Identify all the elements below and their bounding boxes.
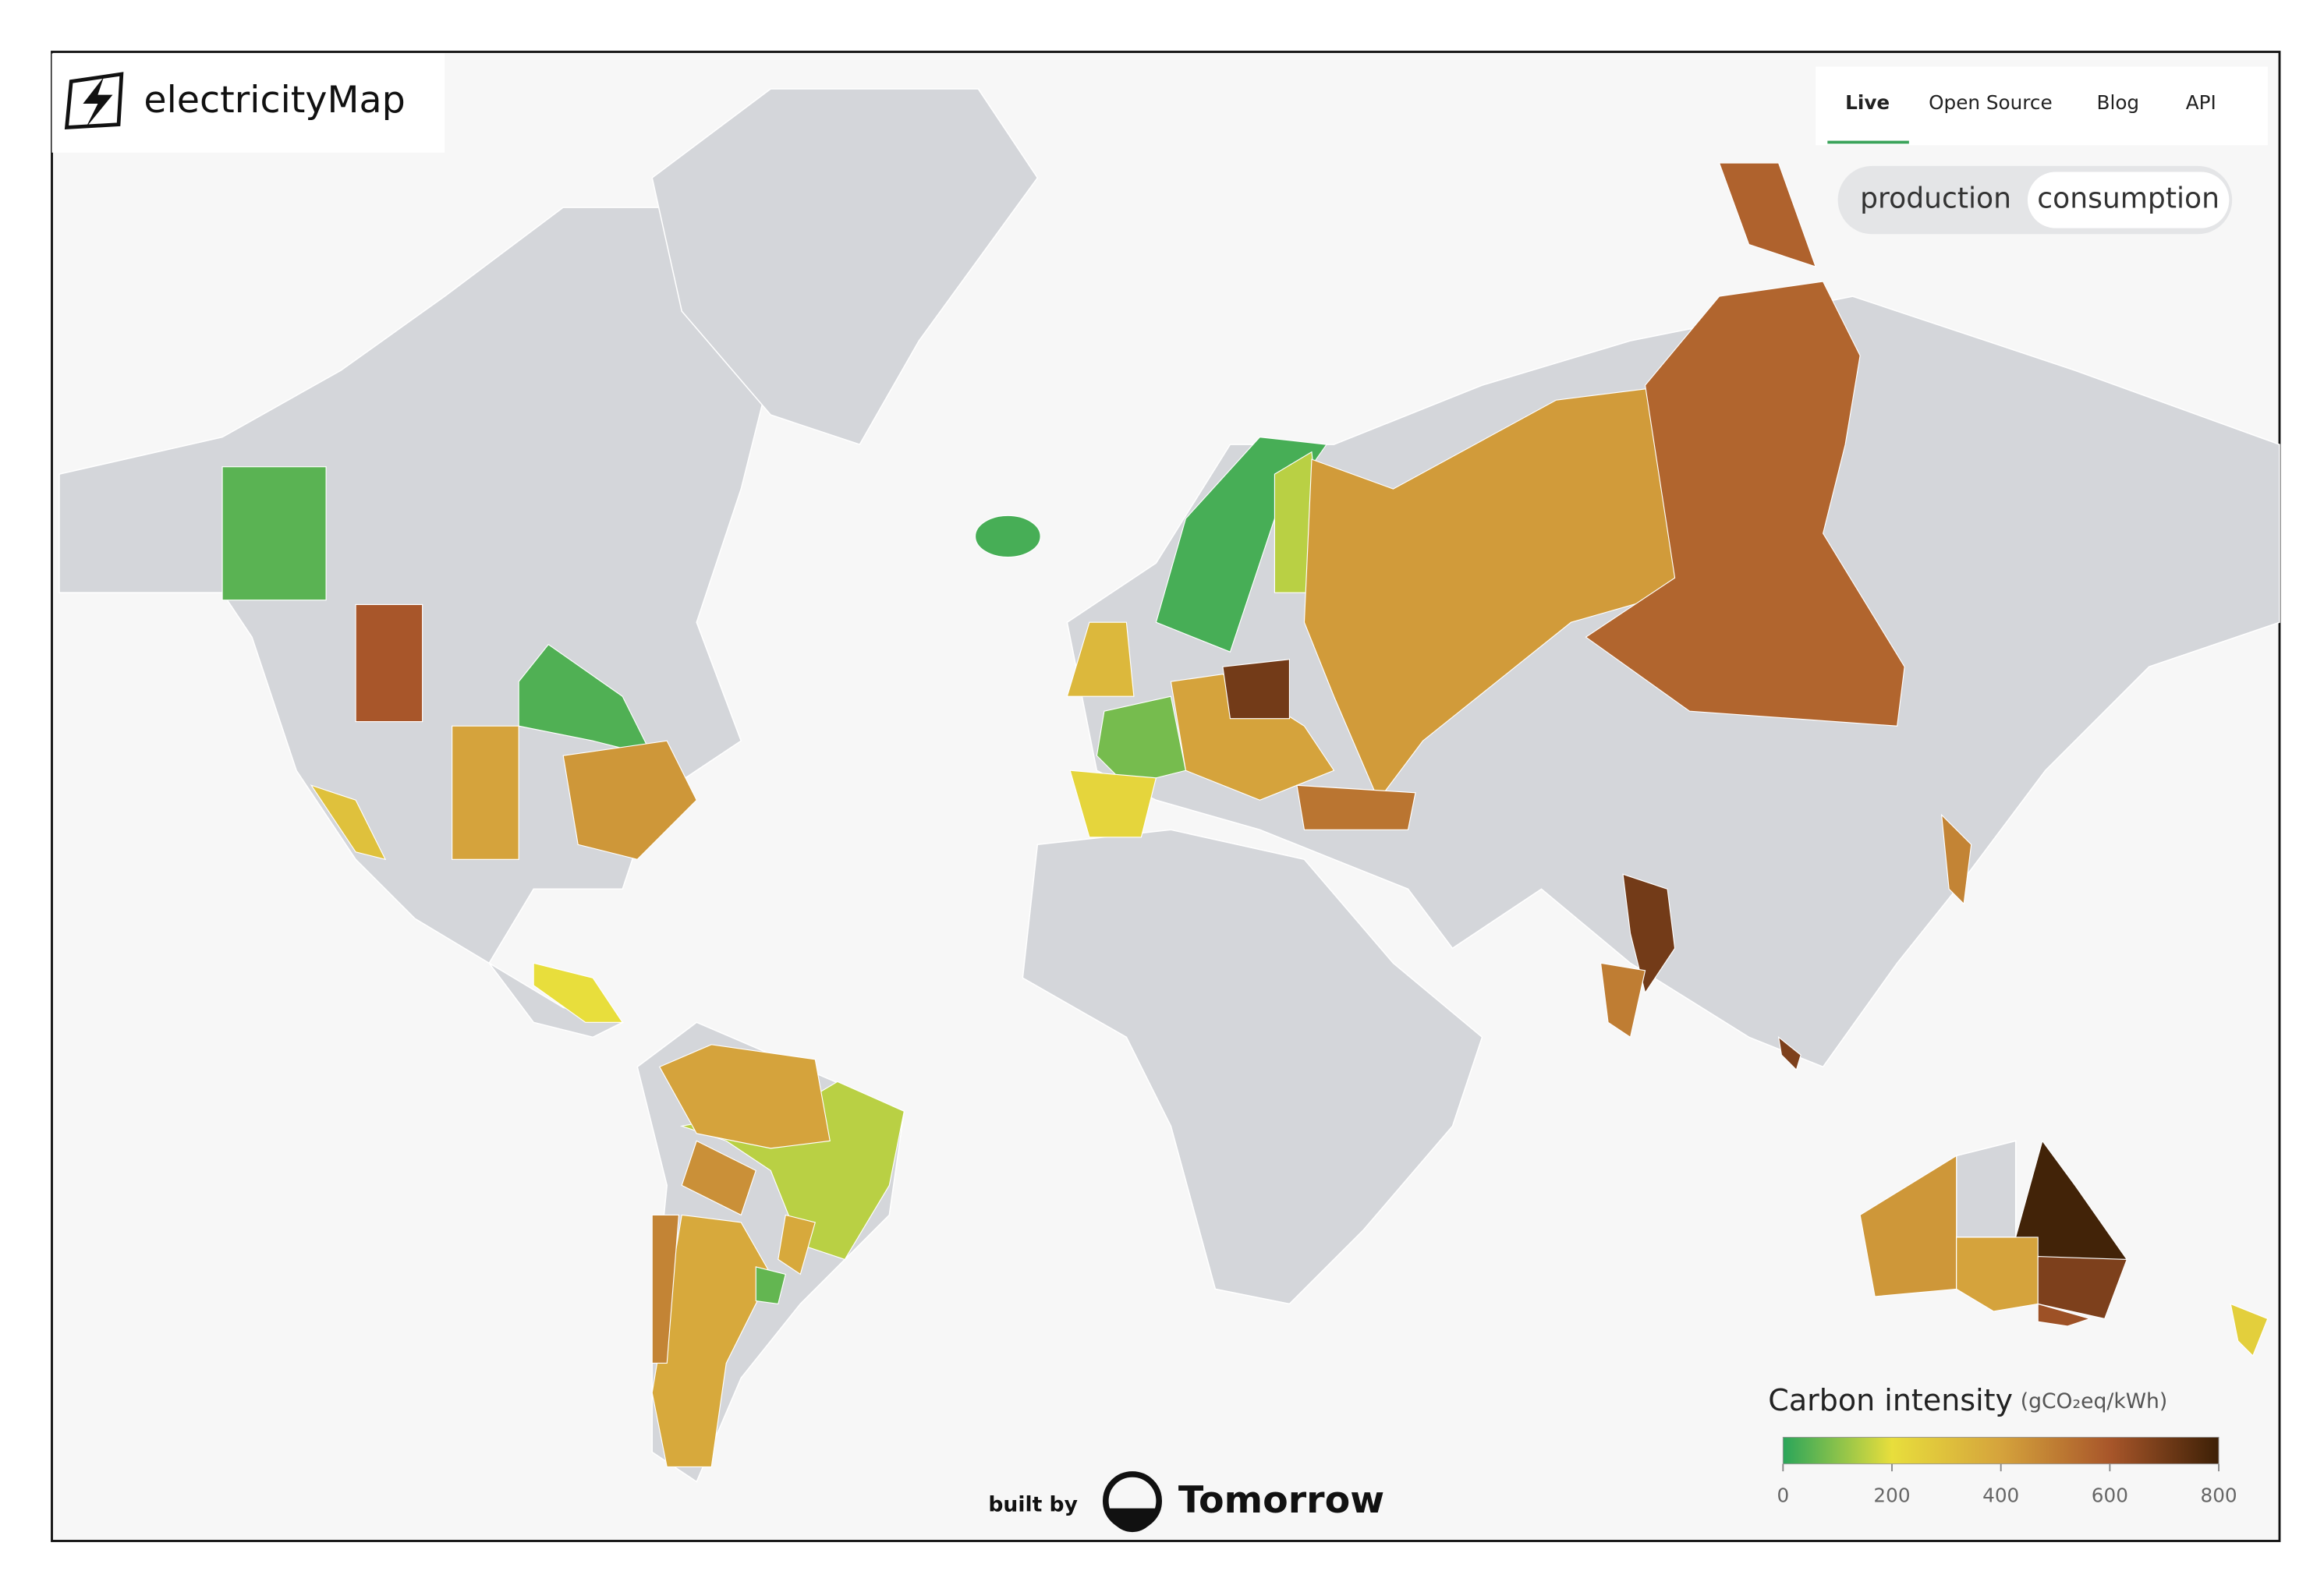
toggle-option[interactable]: production bbox=[1860, 182, 2011, 215]
brand-name[interactable]: Tomorrow bbox=[1178, 1479, 1384, 1522]
australia-nt bbox=[1955, 1140, 2017, 1238]
region bbox=[1303, 384, 1676, 801]
region bbox=[1940, 813, 1972, 905]
legend-tick-label: 0 bbox=[1777, 1484, 1789, 1506]
toggle-option[interactable]: consumption bbox=[2037, 182, 2219, 215]
region bbox=[1718, 162, 1817, 267]
regions bbox=[221, 162, 2269, 1468]
region bbox=[2037, 1256, 2128, 1320]
region bbox=[452, 725, 519, 860]
logo-icon bbox=[64, 72, 124, 129]
built-by: built by bbox=[988, 1492, 1078, 1516]
legend-tick-label: 200 bbox=[1873, 1484, 1910, 1506]
region bbox=[974, 515, 1041, 558]
logo-text[interactable]: electricityMap bbox=[143, 79, 405, 122]
region bbox=[1600, 962, 1646, 1038]
nav-active-underline bbox=[1827, 140, 1909, 144]
region bbox=[2037, 1303, 2092, 1327]
region bbox=[651, 1214, 680, 1364]
region bbox=[755, 1266, 786, 1305]
region bbox=[562, 740, 697, 860]
toggle: production consumption bbox=[1860, 172, 2230, 228]
logo-frame bbox=[64, 72, 124, 129]
region bbox=[355, 603, 423, 723]
region bbox=[221, 466, 327, 601]
nav-tab[interactable]: Live bbox=[1845, 91, 1890, 114]
region bbox=[1170, 674, 1335, 801]
legend-tick-label: 400 bbox=[1982, 1484, 2019, 1506]
nav-tab[interactable]: Open Source bbox=[1929, 91, 2053, 114]
legend-tick-label: 600 bbox=[2092, 1484, 2128, 1506]
africa bbox=[1022, 829, 1483, 1305]
region bbox=[651, 1214, 771, 1468]
region bbox=[1296, 784, 1416, 830]
region bbox=[658, 1044, 831, 1149]
nav-tab[interactable]: API bbox=[2186, 91, 2216, 114]
region bbox=[1777, 1035, 1801, 1071]
nav-bar bbox=[1816, 66, 2268, 146]
greenland bbox=[651, 88, 1039, 446]
logo-box bbox=[51, 53, 445, 153]
toggle-active-pill bbox=[2027, 172, 2230, 228]
legend-title-text: Carbon intensity bbox=[1768, 1382, 2013, 1417]
legend-unit: (gCO₂eq/kWh) bbox=[2021, 1389, 2168, 1413]
region bbox=[1956, 1237, 2039, 1312]
nav-tabs: Live Open Source Blog API bbox=[1827, 91, 2216, 144]
brand-icon-fill bbox=[1108, 1508, 1157, 1533]
legend-gradient bbox=[1782, 1436, 2219, 1465]
region bbox=[533, 962, 624, 1023]
region bbox=[1222, 659, 1291, 720]
region bbox=[681, 1140, 756, 1216]
logo-bolt bbox=[83, 76, 113, 128]
region bbox=[2230, 1303, 2269, 1357]
region bbox=[1585, 281, 1905, 727]
region bbox=[1066, 621, 1135, 697]
legend-ticks: 0 200 400 600 800 bbox=[1777, 1463, 2237, 1506]
nav-tab[interactable]: Blog bbox=[2097, 91, 2140, 114]
legend-tick-label: 800 bbox=[2201, 1484, 2237, 1506]
region bbox=[1069, 770, 1157, 838]
region bbox=[310, 784, 387, 861]
region bbox=[778, 1214, 816, 1275]
legend-title: Carbon intensity (gCO₂eq/kWh) bbox=[1768, 1382, 2167, 1417]
region bbox=[1622, 873, 1676, 994]
